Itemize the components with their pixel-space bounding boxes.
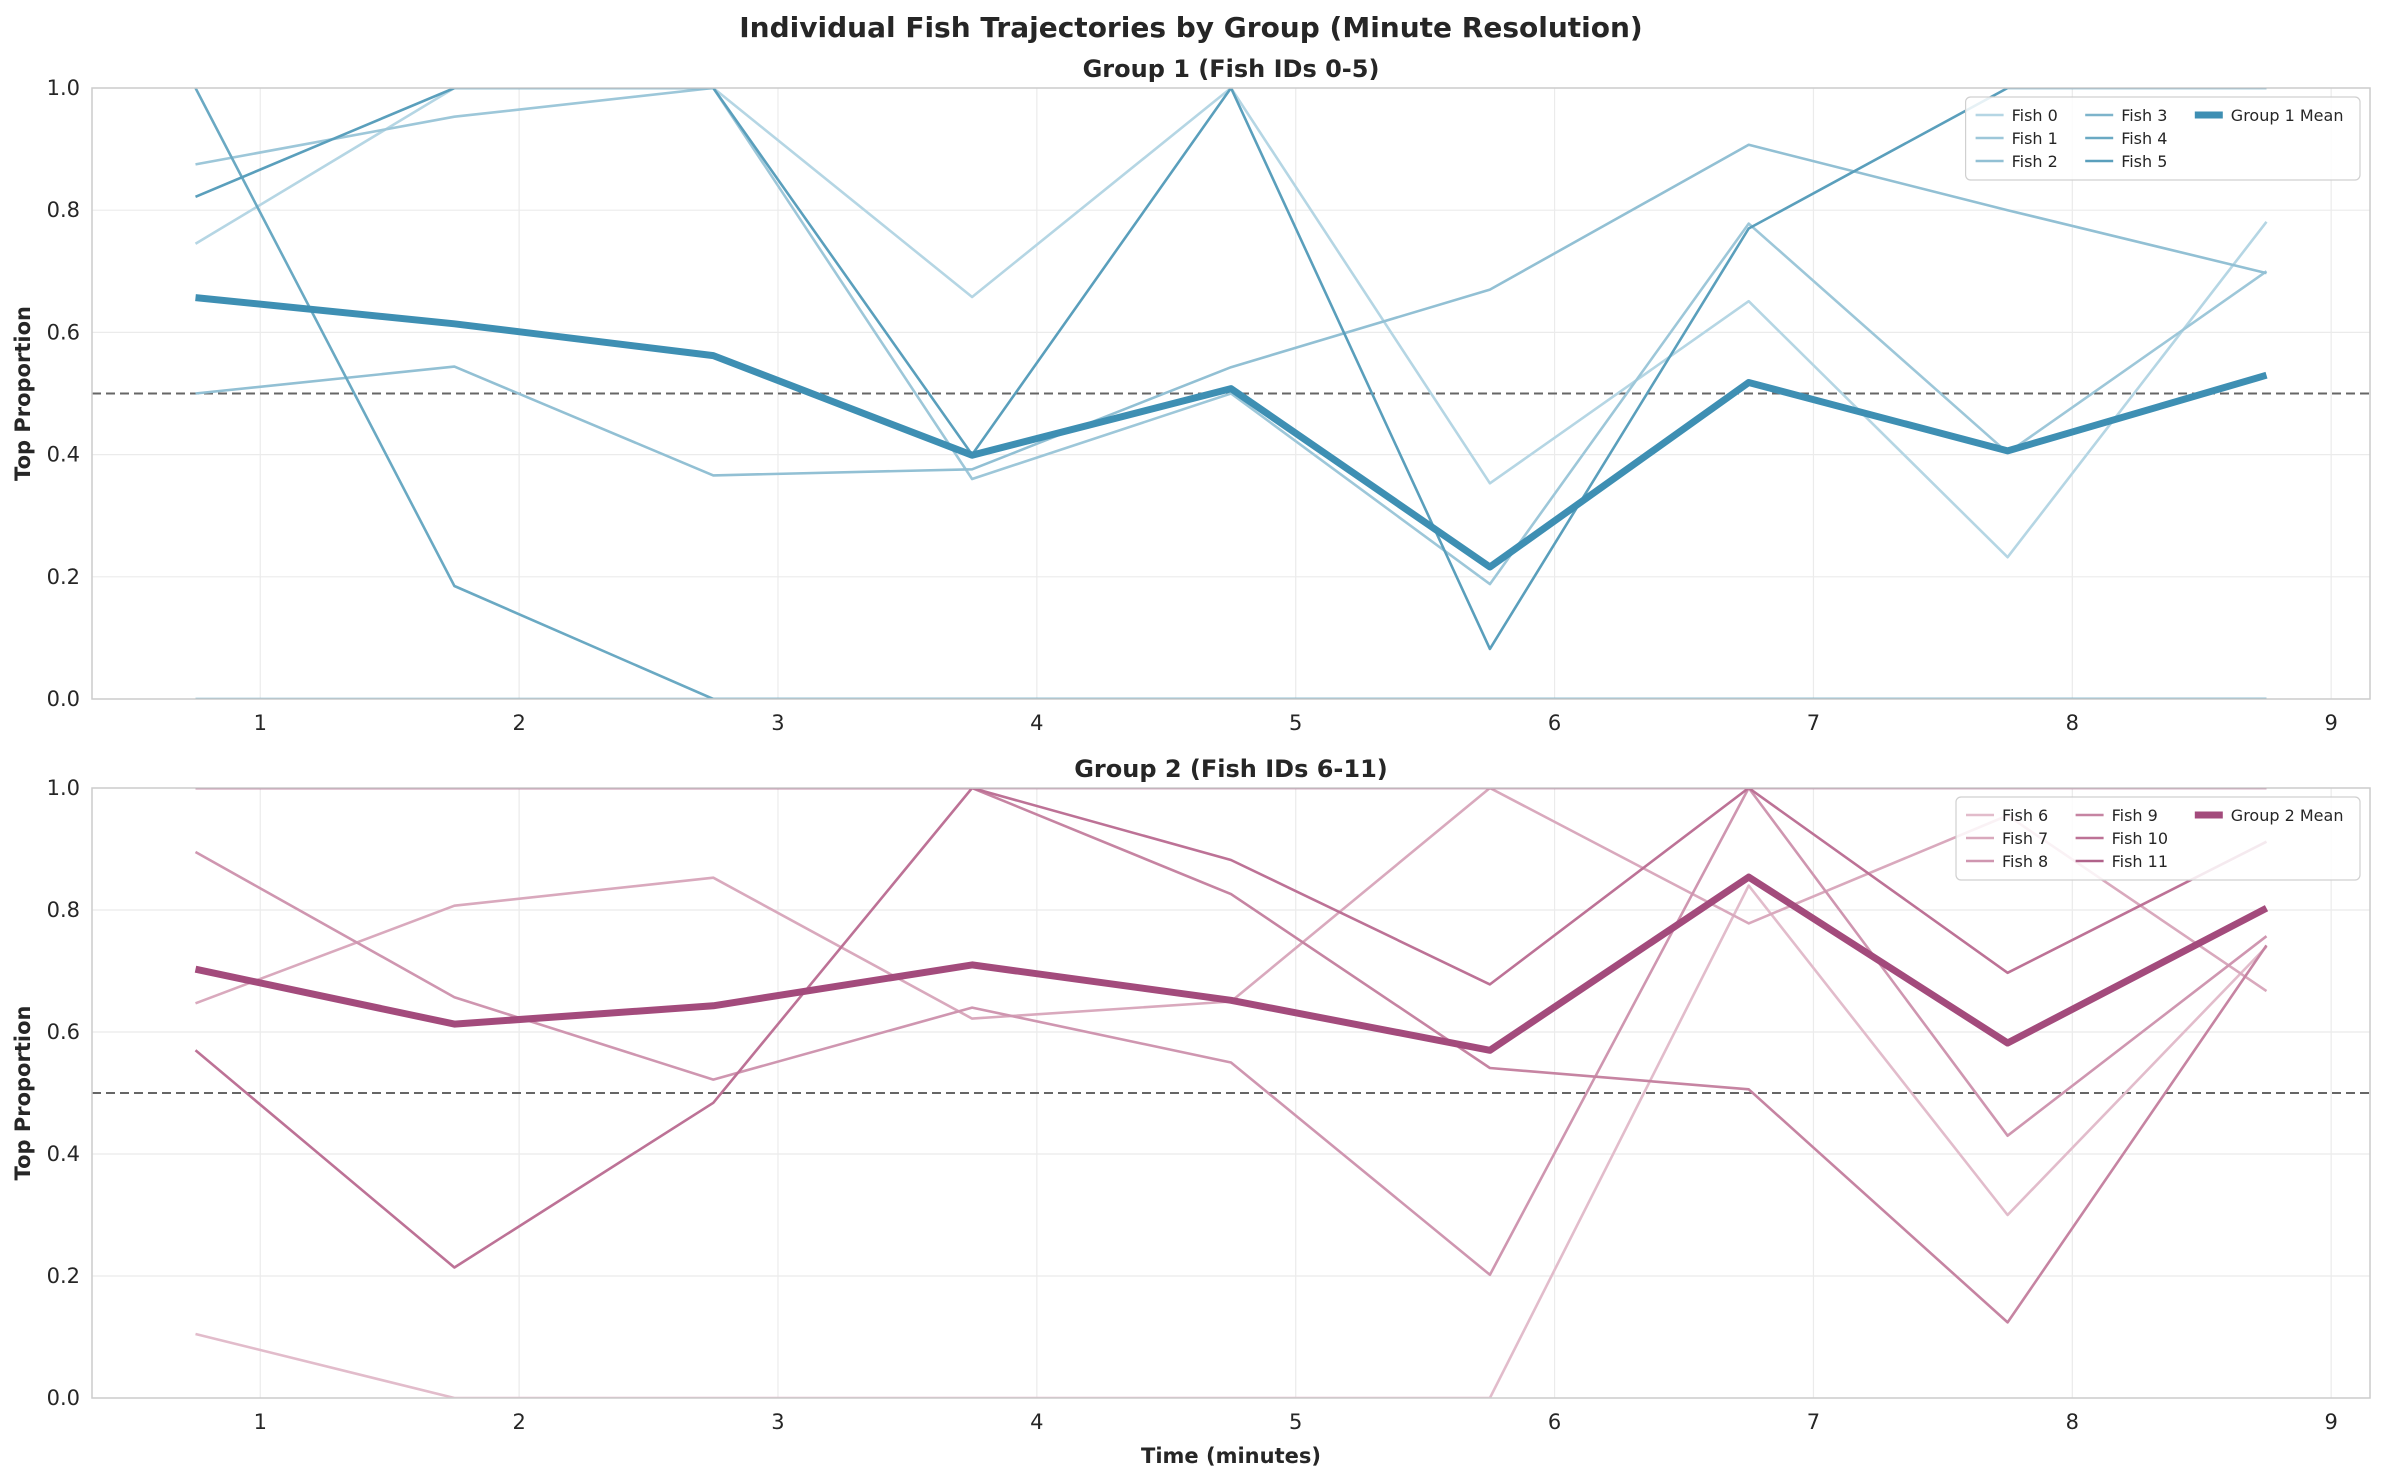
panel-group-1: 1 2 3 4 5 6 7 8 9 0.0 0.2 0.4 0.6 0.8 1.0 Group 1 (Fish… [11,55,2371,735]
series-line-fish-2 [195,143,2267,477]
x-tick-label: 6 [1548,1410,1561,1434]
x-tick-label: 4 [1030,711,1043,735]
legend-label: Group 2 Mean [2231,806,2344,825]
legend-label: Fish 2 [2012,152,2058,171]
y-tick-label: 0.0 [47,1386,80,1410]
legend: Fish 6 Fish 7 Fish 8 Fish 9 Fish 10 Fish 11 Gr… [1955,796,2361,881]
y-tick-label: 1.0 [47,776,80,800]
legend-label: Group 1 Mean [2231,106,2344,125]
legend-box [1964,96,2361,181]
series-line-fish-6 [195,884,2268,1398]
y-tick-label: 0.6 [47,1020,80,1044]
legend-label: Fish 3 [2121,106,2167,125]
series-line-fish-8 [194,788,2268,1277]
y-tick-label: 0.2 [47,565,80,589]
y-axis-label: Top Proportion [11,1006,35,1181]
legend-label: Fish 11 [2112,852,2168,871]
x-tick-label: 7 [1807,711,1820,735]
x-tick-label: 2 [512,1410,525,1434]
legend-label: Fish 9 [2112,806,2158,825]
x-tick-label: 9 [2324,711,2337,735]
x-tick-label: 2 [512,711,525,735]
legend-label: Fish 6 [2002,806,2048,825]
x-tick-label: 8 [2066,1410,2079,1434]
legend-label: Fish 7 [2002,829,2048,848]
x-tick-label: 5 [1289,1410,1302,1434]
y-tick-label: 0.4 [47,443,80,467]
x-tick-label: 7 [1807,1410,1820,1434]
x-tick-label: 8 [2066,711,2079,735]
legend-label: Fish 5 [2121,152,2167,171]
legend-label: Fish 1 [2012,129,2058,148]
plot-frame [91,787,2371,1399]
panel-title: Group 2 (Fish IDs 6-11) [1074,755,1388,783]
x-tick-label: 4 [1030,1410,1043,1434]
panel-group-2: 1 2 3 4 5 6 7 8 9 0.0 0.2 0.4 0.6 0.8 1.0 Group 2 (Fish… [11,755,2371,1468]
y-tick-label: 0.0 [47,687,80,711]
x-tick-label: 3 [771,1410,784,1434]
legend-label: Fish 8 [2002,852,2048,871]
legend-label: Fish 4 [2121,129,2167,148]
y-tick-label: 0.8 [47,198,80,222]
y-tick-label: 0.8 [47,898,80,922]
y-tick-label: 0.6 [47,320,80,344]
figure-title: Individual Fish Trajectories by Group (M… [739,11,1642,44]
legend-label: Fish 10 [2112,829,2168,848]
y-tick-label: 1.0 [47,76,80,100]
series-line-fish-0 [194,88,2268,559]
y-tick-label: 0.2 [47,1264,80,1288]
y-axis-label: Top Proportion [11,306,35,481]
legend-box [1955,796,2361,881]
panel-title: Group 1 (Fish IDs 0-5) [1083,55,1380,83]
y-tick-label: 0.4 [47,1142,80,1166]
series-line-fish-4 [194,88,2267,699]
plot-frame [91,87,2371,700]
x-axis-label: Time (minutes) [1141,1444,1321,1468]
legend-label: Fish 0 [2012,106,2058,125]
series-line-fish-9 [195,788,2268,1324]
series-line-fish-1 [195,88,2268,586]
series-line-fish-5 [194,88,2267,651]
x-tick-label: 1 [254,1410,267,1434]
x-tick-label: 5 [1289,711,1302,735]
legend: Fish 0 Fish 1 Fish 2 Fish 3 Fish 4 Fish 5 Grou… [1964,96,2361,181]
x-tick-label: 6 [1548,711,1561,735]
mean-line [194,873,2269,1054]
x-tick-label: 1 [254,711,267,735]
x-tick-label: 9 [2324,1410,2337,1434]
series-line-fish-10 [194,788,2268,1269]
mean-line [195,294,2268,571]
x-tick-label: 3 [771,711,784,735]
